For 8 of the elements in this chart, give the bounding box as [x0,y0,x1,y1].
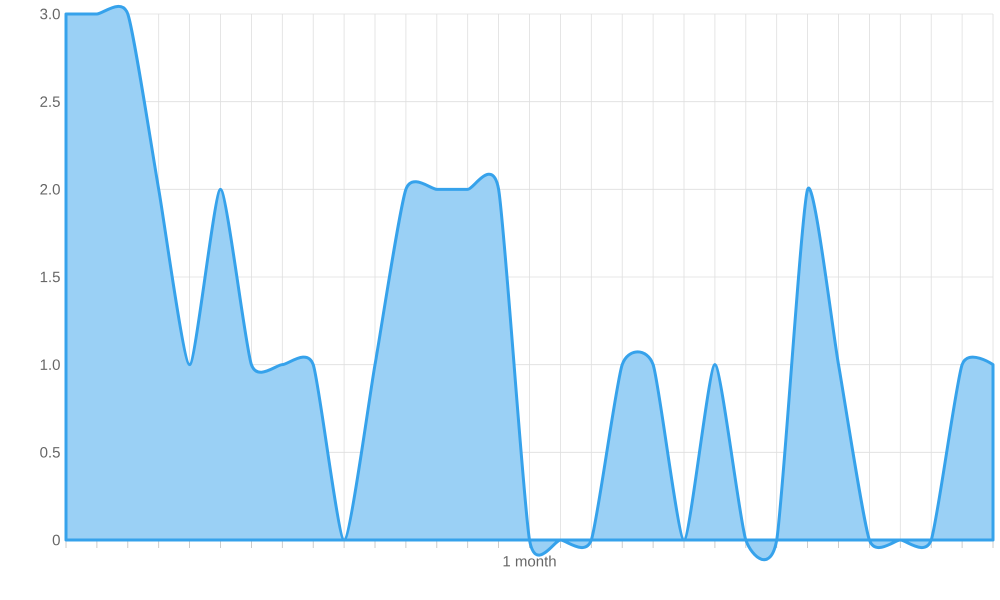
y-tick-label: 1.0 [40,359,60,370]
y-tick-label: 0 [52,534,60,546]
x-tick-label: 1 month [504,556,556,567]
y-tick-label: 0.5 [40,447,60,458]
y-tick-label: 1.5 [40,272,60,282]
y-tick-label: 2.0 [40,184,60,195]
y-tick-label: 3.0 [40,8,60,20]
y-tick-label: 2.5 [40,96,60,107]
